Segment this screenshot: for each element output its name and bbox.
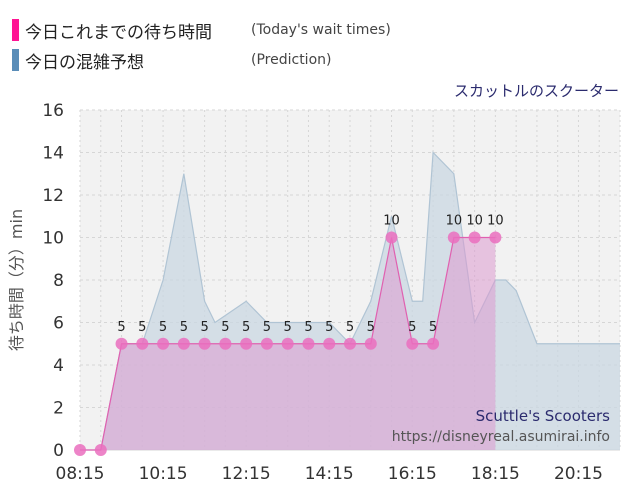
data-label: 5 (284, 320, 292, 335)
x-tick-label: 20:15 (554, 464, 603, 484)
attraction-title: スカットルのスクーター (454, 82, 619, 100)
x-tick-label: 18:15 (471, 464, 520, 484)
actual-point (115, 337, 128, 350)
x-tick-label: 10:15 (139, 464, 188, 484)
y-tick-label: 16 (42, 101, 64, 121)
x-tick-label: 16:15 (388, 464, 437, 484)
actual-point (260, 337, 273, 350)
actual-point (323, 337, 336, 350)
legend-swatch-prediction (12, 49, 19, 71)
x-axis-ticks: 08:15 10:15 12:15 14:15 16:15 18:15 20:15 (56, 464, 603, 484)
data-label: 5 (325, 320, 333, 335)
y-tick-label: 10 (42, 229, 64, 249)
data-label: 5 (221, 320, 229, 335)
actual-point (94, 444, 107, 456)
data-label: 5 (346, 320, 354, 335)
data-label: 10 (446, 214, 463, 229)
legend-swatch-actual (12, 19, 19, 41)
data-label: 5 (242, 320, 250, 335)
actual-point (198, 337, 211, 350)
actual-point (344, 337, 356, 350)
actual-point (385, 231, 398, 244)
legend-sub-prediction: (Prediction) (251, 52, 332, 68)
actual-point (177, 337, 190, 350)
watermark-title: Scuttle's Scooters (476, 407, 611, 425)
x-tick-label: 14:15 (305, 464, 354, 484)
legend-item-prediction: 今日の混雑予想 (Prediction) (12, 47, 331, 73)
actual-point (489, 231, 502, 244)
data-label: 5 (138, 320, 146, 335)
data-label: 5 (408, 320, 416, 335)
y-tick-label: 4 (53, 356, 64, 376)
actual-point (302, 337, 315, 350)
legend-sub-actual: (Today's wait times) (251, 22, 391, 38)
actual-point (240, 337, 253, 350)
y-tick-label: 0 (53, 441, 64, 461)
y-axis-ticks: 0 2 4 6 8 10 12 14 16 (42, 101, 64, 461)
y-tick-label: 2 (53, 399, 64, 419)
data-label: 5 (117, 320, 125, 335)
legend-label-prediction: 今日の混雑予想 (25, 52, 144, 73)
data-label: 5 (200, 320, 208, 335)
actual-point (468, 231, 481, 244)
watermark-url: https://disneyreal.asumirai.info (392, 429, 610, 445)
y-tick-label: 14 (42, 144, 64, 164)
actual-point (219, 337, 232, 350)
data-label: 5 (159, 320, 167, 335)
data-label: 10 (383, 214, 400, 229)
data-label: 5 (304, 320, 312, 335)
actual-point (447, 231, 460, 244)
prediction-line (80, 151, 620, 451)
actual-point (136, 337, 149, 350)
actual-point (406, 337, 419, 350)
data-label: 10 (466, 214, 483, 229)
actual-point (281, 337, 294, 350)
legend-label-actual: 今日これまでの待ち時間 (25, 22, 212, 43)
x-tick-label: 08:15 (56, 464, 105, 484)
data-label: 5 (429, 320, 437, 335)
actual-point (427, 337, 440, 350)
y-tick-label: 8 (53, 271, 64, 291)
actual-point (364, 337, 377, 350)
actual-point (74, 444, 86, 456)
data-label: 10 (487, 214, 504, 229)
x-tick-label: 12:15 (222, 464, 271, 484)
y-tick-label: 12 (42, 186, 64, 206)
data-label: 5 (367, 320, 375, 335)
y-axis-title: 待ち時間（分）min (7, 209, 26, 351)
data-label: 5 (263, 320, 271, 335)
actual-point (157, 337, 170, 350)
legend-item-actual: 今日これまでの待ち時間 (Today's wait times) (12, 17, 391, 43)
data-label: 5 (180, 320, 188, 335)
y-tick-label: 6 (53, 314, 64, 334)
